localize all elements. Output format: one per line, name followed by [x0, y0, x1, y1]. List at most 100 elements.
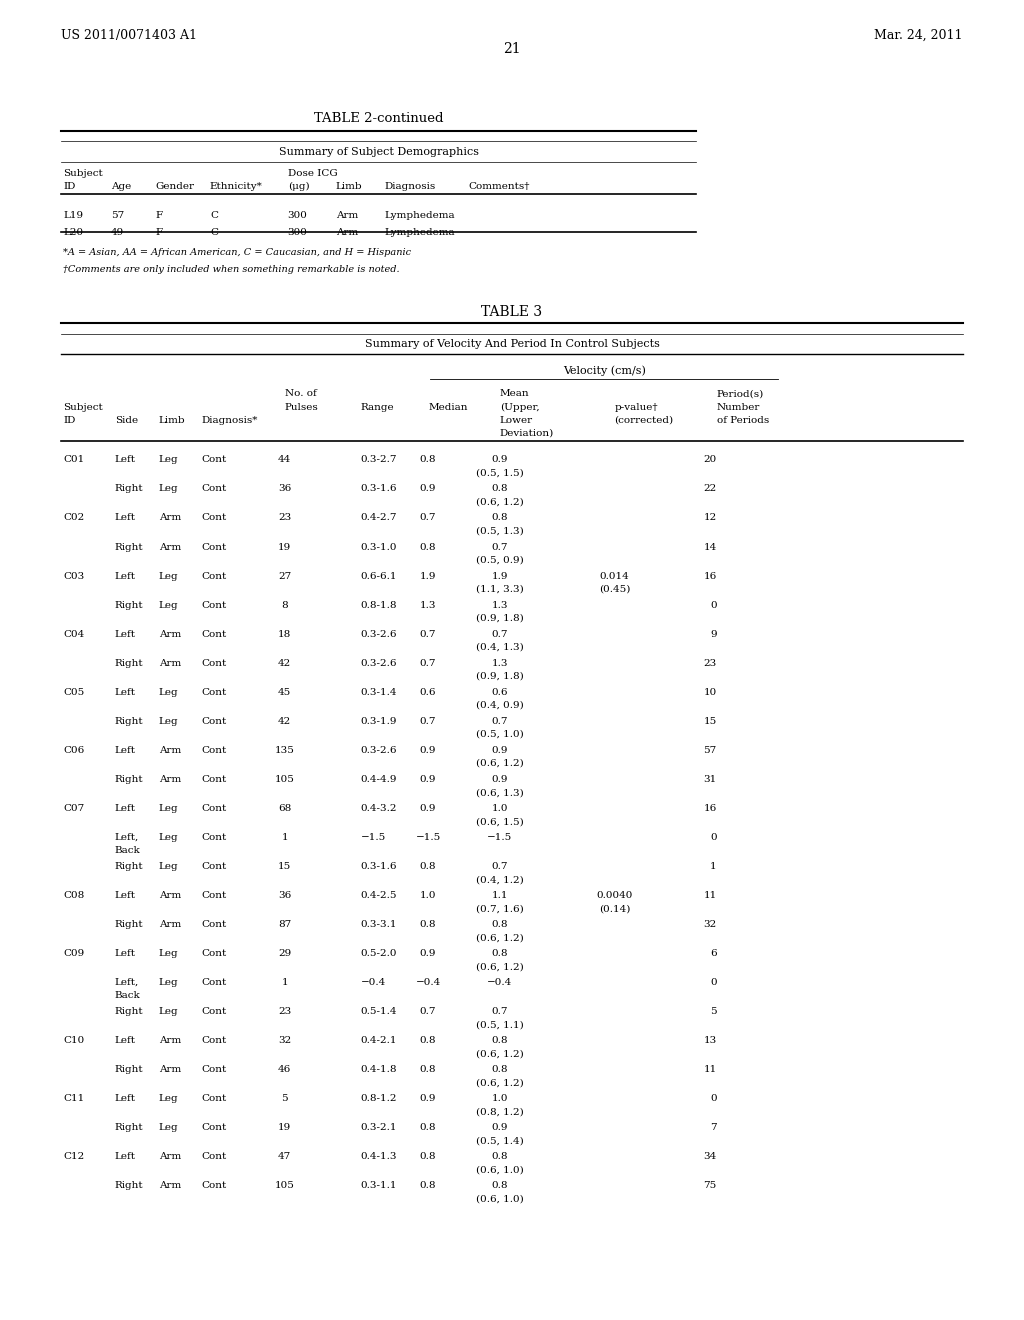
Text: 1.0: 1.0 — [420, 891, 436, 900]
Text: 23: 23 — [703, 659, 717, 668]
Text: Right: Right — [115, 659, 143, 668]
Text: Right: Right — [115, 717, 143, 726]
Text: 47: 47 — [279, 1152, 291, 1162]
Text: Deviation): Deviation) — [500, 429, 554, 438]
Text: 1: 1 — [711, 862, 717, 871]
Text: Cont: Cont — [202, 1181, 227, 1191]
Text: Leg: Leg — [159, 1094, 178, 1104]
Text: 11: 11 — [703, 891, 717, 900]
Text: 16: 16 — [703, 804, 717, 813]
Text: 36: 36 — [279, 484, 291, 494]
Text: Cont: Cont — [202, 1007, 227, 1016]
Text: (0.5, 1.0): (0.5, 1.0) — [476, 730, 523, 739]
Text: (0.6, 1.2): (0.6, 1.2) — [476, 1078, 523, 1088]
Text: 0.5-2.0: 0.5-2.0 — [360, 949, 397, 958]
Text: 0.5-1.4: 0.5-1.4 — [360, 1007, 397, 1016]
Text: Cont: Cont — [202, 862, 227, 871]
Text: †Comments are only included when something remarkable is noted.: †Comments are only included when somethi… — [63, 265, 400, 275]
Text: 1: 1 — [282, 978, 288, 987]
Text: C12: C12 — [63, 1152, 85, 1162]
Text: Left: Left — [115, 688, 136, 697]
Text: 0: 0 — [711, 978, 717, 987]
Text: 0.9: 0.9 — [492, 455, 508, 465]
Text: (0.6, 1.5): (0.6, 1.5) — [476, 817, 523, 826]
Text: (0.6, 1.0): (0.6, 1.0) — [476, 1195, 523, 1204]
Text: 21: 21 — [503, 42, 521, 57]
Text: Left: Left — [115, 513, 136, 523]
Text: C03: C03 — [63, 572, 85, 581]
Text: 13: 13 — [703, 1036, 717, 1045]
Text: Median: Median — [428, 403, 468, 412]
Text: 5: 5 — [711, 1007, 717, 1016]
Text: Summary of Velocity And Period In Control Subjects: Summary of Velocity And Period In Contro… — [365, 339, 659, 350]
Text: Diagnosis*: Diagnosis* — [202, 416, 258, 425]
Text: 1.3: 1.3 — [492, 659, 508, 668]
Text: Cont: Cont — [202, 833, 227, 842]
Text: 0.8: 0.8 — [492, 1065, 508, 1074]
Text: 9: 9 — [711, 630, 717, 639]
Text: 32: 32 — [703, 920, 717, 929]
Text: Cont: Cont — [202, 601, 227, 610]
Text: 6: 6 — [711, 949, 717, 958]
Text: Cont: Cont — [202, 717, 227, 726]
Text: Right: Right — [115, 1123, 143, 1133]
Text: 0.3-1.9: 0.3-1.9 — [360, 717, 397, 726]
Text: C07: C07 — [63, 804, 85, 813]
Text: 0.7: 0.7 — [492, 717, 508, 726]
Text: 135: 135 — [274, 746, 295, 755]
Text: 0.0040: 0.0040 — [596, 891, 633, 900]
Text: Lower: Lower — [500, 416, 532, 425]
Text: 0.3-2.6: 0.3-2.6 — [360, 659, 397, 668]
Text: 7: 7 — [711, 1123, 717, 1133]
Text: 0.3-2.7: 0.3-2.7 — [360, 455, 397, 465]
Text: (0.6, 1.2): (0.6, 1.2) — [476, 962, 523, 972]
Text: 0.8: 0.8 — [420, 1152, 436, 1162]
Text: Arm: Arm — [159, 746, 181, 755]
Text: 0.4-1.3: 0.4-1.3 — [360, 1152, 397, 1162]
Text: (0.4, 1.2): (0.4, 1.2) — [476, 875, 523, 884]
Text: 0.8: 0.8 — [420, 1123, 436, 1133]
Text: 0.7: 0.7 — [420, 1007, 436, 1016]
Text: Arm: Arm — [336, 211, 358, 220]
Text: Leg: Leg — [159, 804, 178, 813]
Text: Summary of Subject Demographics: Summary of Subject Demographics — [279, 147, 479, 157]
Text: 0.8: 0.8 — [420, 862, 436, 871]
Text: 42: 42 — [279, 717, 291, 726]
Text: 23: 23 — [279, 1007, 291, 1016]
Text: Leg: Leg — [159, 484, 178, 494]
Text: Arm: Arm — [159, 891, 181, 900]
Text: Cont: Cont — [202, 746, 227, 755]
Text: Dose ICG: Dose ICG — [288, 169, 338, 178]
Text: (0.6, 1.2): (0.6, 1.2) — [476, 933, 523, 942]
Text: 0.9: 0.9 — [420, 746, 436, 755]
Text: Left,: Left, — [115, 833, 139, 842]
Text: Right: Right — [115, 775, 143, 784]
Text: (0.6, 1.3): (0.6, 1.3) — [476, 788, 523, 797]
Text: 0.4-2.5: 0.4-2.5 — [360, 891, 397, 900]
Text: Cont: Cont — [202, 891, 227, 900]
Text: Right: Right — [115, 920, 143, 929]
Text: 1.9: 1.9 — [420, 572, 436, 581]
Text: 0.9: 0.9 — [420, 949, 436, 958]
Text: 1: 1 — [282, 833, 288, 842]
Text: 27: 27 — [279, 572, 291, 581]
Text: 0.014: 0.014 — [599, 572, 630, 581]
Text: Cont: Cont — [202, 572, 227, 581]
Text: Arm: Arm — [159, 513, 181, 523]
Text: 0.3-2.6: 0.3-2.6 — [360, 746, 397, 755]
Text: Ethnicity*: Ethnicity* — [210, 182, 263, 191]
Text: C08: C08 — [63, 891, 85, 900]
Text: Leg: Leg — [159, 1123, 178, 1133]
Text: (0.8, 1.2): (0.8, 1.2) — [476, 1107, 523, 1117]
Text: Right: Right — [115, 1007, 143, 1016]
Text: 0.3-2.6: 0.3-2.6 — [360, 630, 397, 639]
Text: 57: 57 — [703, 746, 717, 755]
Text: Arm: Arm — [159, 1181, 181, 1191]
Text: Leg: Leg — [159, 601, 178, 610]
Text: Velocity (cm/s): Velocity (cm/s) — [563, 366, 645, 376]
Text: Left: Left — [115, 804, 136, 813]
Text: Leg: Leg — [159, 1007, 178, 1016]
Text: (0.5, 1.3): (0.5, 1.3) — [476, 527, 523, 536]
Text: 11: 11 — [703, 1065, 717, 1074]
Text: Left: Left — [115, 455, 136, 465]
